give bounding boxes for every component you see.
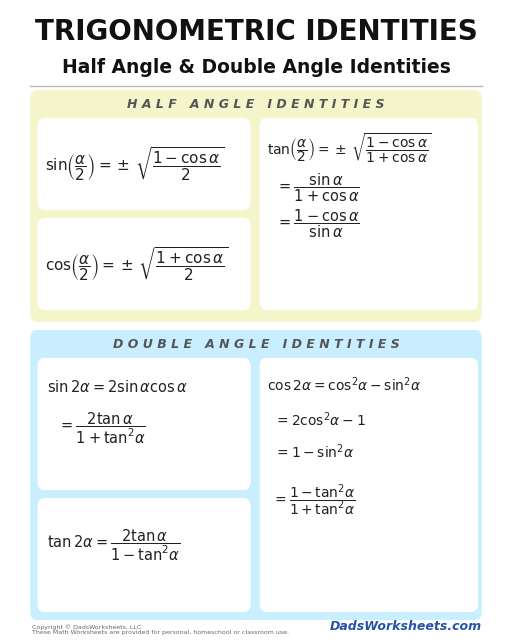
FancyBboxPatch shape (37, 218, 250, 310)
Text: $= 1 - \sin^2\!\alpha$: $= 1 - \sin^2\!\alpha$ (274, 443, 355, 461)
Text: $= \dfrac{\sin\alpha}{1+\cos\alpha}$: $= \dfrac{\sin\alpha}{1+\cos\alpha}$ (276, 172, 360, 204)
FancyBboxPatch shape (30, 90, 482, 322)
FancyBboxPatch shape (37, 118, 250, 210)
Text: $= \dfrac{1-\cos\alpha}{\sin\alpha}$: $= \dfrac{1-\cos\alpha}{\sin\alpha}$ (276, 208, 360, 240)
Text: DadsWorksheets.com: DadsWorksheets.com (330, 620, 482, 633)
Text: H A L F   A N G L E   I D E N T I T I E S: H A L F A N G L E I D E N T I T I E S (127, 98, 385, 111)
FancyBboxPatch shape (260, 118, 478, 310)
Text: D O U B L E   A N G L E   I D E N T I T I E S: D O U B L E A N G L E I D E N T I T I E … (113, 338, 399, 351)
Text: $\sin 2\alpha = 2\sin\alpha\cos\alpha$: $\sin 2\alpha = 2\sin\alpha\cos\alpha$ (47, 379, 187, 395)
FancyBboxPatch shape (30, 330, 482, 620)
Text: $\cos\!\left(\dfrac{\alpha}{2}\right) = \pm\,\sqrt{\dfrac{1+\cos\alpha}{2}}$: $\cos\!\left(\dfrac{\alpha}{2}\right) = … (45, 245, 228, 283)
Text: $\sin\!\left(\dfrac{\alpha}{2}\right) = \pm\,\sqrt{\dfrac{1-\cos\alpha}{2}}$: $\sin\!\left(\dfrac{\alpha}{2}\right) = … (45, 145, 224, 183)
Text: TRIGONOMETRIC IDENTITIES: TRIGONOMETRIC IDENTITIES (35, 18, 477, 46)
Text: Half Angle & Double Angle Identities: Half Angle & Double Angle Identities (61, 58, 451, 77)
Text: $= \dfrac{1-\tan^2\!\alpha}{1+\tan^2\!\alpha}$: $= \dfrac{1-\tan^2\!\alpha}{1+\tan^2\!\a… (272, 482, 356, 518)
Text: $= \dfrac{2\tan\alpha}{1+\tan^2\!\alpha}$: $= \dfrac{2\tan\alpha}{1+\tan^2\!\alpha}… (57, 410, 145, 445)
Text: $= 2\cos^2\!\alpha - 1$: $= 2\cos^2\!\alpha - 1$ (274, 411, 366, 429)
FancyBboxPatch shape (260, 358, 478, 612)
Text: $\tan 2\alpha = \dfrac{2\tan\alpha}{1-\tan^2\!\alpha}$: $\tan 2\alpha = \dfrac{2\tan\alpha}{1-\t… (47, 527, 180, 563)
Text: Copyright © DadsWorksheets, LLC
These Math Worksheets are provided for personal,: Copyright © DadsWorksheets, LLC These Ma… (32, 624, 289, 636)
FancyBboxPatch shape (37, 498, 250, 612)
Text: $\cos 2\alpha = \cos^2\!\alpha - \sin^2\!\alpha$: $\cos 2\alpha = \cos^2\!\alpha - \sin^2\… (267, 376, 421, 394)
FancyBboxPatch shape (37, 358, 250, 490)
Text: $\tan\!\left(\dfrac{\alpha}{2}\right) = \pm\,\sqrt{\dfrac{1-\cos\alpha}{1+\cos\a: $\tan\!\left(\dfrac{\alpha}{2}\right) = … (267, 131, 432, 164)
